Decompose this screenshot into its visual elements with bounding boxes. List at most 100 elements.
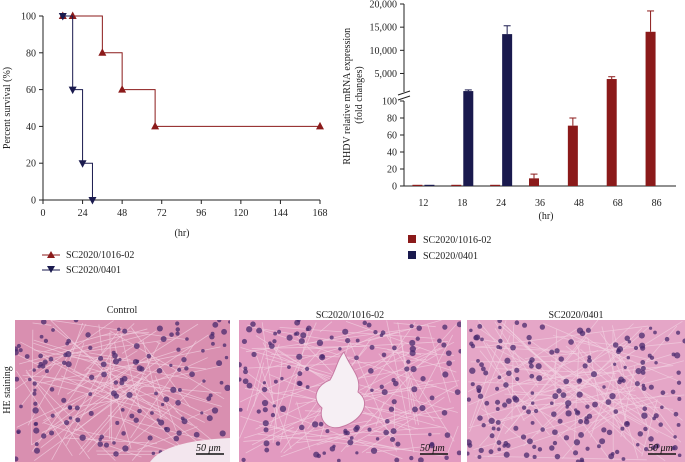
- cell-nucleus: [476, 384, 482, 391]
- cell-nucleus: [609, 393, 616, 400]
- cell-nucleus: [676, 423, 681, 427]
- tissue-texture: [345, 320, 438, 355]
- scale-bar-label: 50 μm: [648, 443, 673, 454]
- y-tick-label: 40: [26, 122, 36, 133]
- cell-nucleus: [623, 365, 627, 370]
- cell-nucleus: [133, 417, 139, 423]
- cell-nucleus: [605, 399, 612, 405]
- cell-nucleus: [349, 436, 354, 440]
- cell-nucleus: [121, 431, 126, 436]
- cell-nucleus: [211, 341, 215, 346]
- cell-nucleus: [243, 366, 248, 371]
- cell-nucleus: [170, 386, 177, 393]
- cell-nucleus: [122, 328, 128, 334]
- tissue-texture: [109, 332, 113, 443]
- cell-nucleus: [514, 320, 520, 326]
- cell-nucleus: [648, 326, 653, 330]
- tissue-texture: [269, 322, 317, 427]
- tissue-texture: [504, 336, 587, 435]
- cell-nucleus: [552, 429, 558, 436]
- cell-nucleus: [122, 445, 129, 452]
- cell-nucleus: [552, 393, 559, 400]
- cell-nucleus: [100, 361, 107, 368]
- tissue-texture: [569, 384, 642, 426]
- tissue-texture: [446, 425, 459, 457]
- cell-nucleus: [39, 334, 44, 339]
- cell-nucleus: [147, 435, 153, 441]
- cell-nucleus: [456, 321, 461, 328]
- tissue-texture: [109, 365, 221, 391]
- cell-nucleus: [674, 352, 681, 359]
- cell-nucleus: [532, 444, 537, 449]
- cell-nucleus: [458, 348, 461, 354]
- cell-nucleus: [411, 386, 418, 393]
- cell-nucleus: [209, 333, 215, 340]
- tissue-texture: [542, 322, 679, 382]
- cell-nucleus: [587, 355, 592, 360]
- cell-nucleus: [392, 345, 397, 351]
- cell-nucleus: [478, 447, 484, 454]
- cell-nucleus: [239, 361, 242, 368]
- y-tick-label: 0: [392, 182, 397, 193]
- cell-nucleus: [43, 338, 49, 344]
- tissue-texture: [475, 325, 666, 462]
- cell-nucleus: [353, 426, 359, 433]
- cell-nucleus: [601, 427, 607, 433]
- cell-nucleus: [370, 447, 378, 454]
- tissue-texture: [253, 362, 265, 407]
- tissue-texture: [415, 347, 441, 360]
- cell-nucleus: [276, 329, 282, 334]
- cell-nucleus: [563, 435, 570, 441]
- cell-nucleus: [441, 342, 447, 348]
- cell-nucleus: [549, 401, 554, 405]
- cell-nucleus: [296, 380, 303, 386]
- cell-nucleus: [177, 367, 182, 372]
- tissue-texture: [261, 322, 278, 430]
- legend-marker-series-a: [47, 251, 55, 258]
- cell-nucleus: [112, 441, 116, 445]
- axis-break-mark: [397, 90, 411, 96]
- survival-x-axis-label: (hr): [175, 228, 190, 239]
- cell-nucleus: [481, 423, 486, 428]
- cell-nucleus: [642, 406, 648, 412]
- cell-nucleus: [670, 389, 676, 395]
- cell-nucleus: [160, 336, 167, 342]
- cell-nucleus: [470, 382, 475, 387]
- white-space-area: [150, 438, 230, 462]
- cell-nucleus: [641, 412, 648, 419]
- cell-nucleus: [526, 334, 532, 341]
- cell-nucleus: [494, 399, 501, 405]
- tissue-texture: [375, 401, 385, 427]
- cell-nucleus: [506, 370, 512, 377]
- tissue-texture: [40, 346, 221, 384]
- cell-nucleus: [578, 432, 585, 438]
- bar-series-b: [424, 184, 435, 186]
- cell-nucleus: [495, 407, 500, 411]
- cell-nucleus: [273, 379, 278, 384]
- cell-nucleus: [163, 396, 170, 403]
- cell-nucleus: [419, 405, 426, 412]
- cell-nucleus: [549, 349, 555, 355]
- cell-nucleus: [33, 401, 38, 406]
- tissue-texture: [80, 375, 145, 450]
- cell-nucleus: [298, 424, 305, 431]
- cell-nucleus: [175, 331, 180, 336]
- bar-series-a: [451, 184, 462, 186]
- y-tick-label: 80: [26, 48, 36, 59]
- histology-image-sc2020-0401: 50 μm: [467, 320, 685, 462]
- cell-nucleus: [246, 326, 253, 333]
- cell-nucleus: [88, 345, 93, 350]
- bar-series-a: [567, 125, 578, 186]
- histology-section: HE staining Control SC2020/1016-02 SC202…: [2, 305, 685, 462]
- cell-nucleus: [660, 390, 666, 396]
- tissue-texture: [511, 324, 515, 421]
- bar-series-a: [529, 178, 539, 186]
- cell-nucleus: [306, 325, 312, 331]
- survival-point: [68, 86, 77, 95]
- tissue-texture: [142, 340, 162, 421]
- cell-nucleus: [573, 439, 581, 446]
- tissue-texture: [137, 426, 198, 451]
- cell-nucleus: [206, 396, 212, 402]
- cell-nucleus: [329, 335, 334, 340]
- cell-nucleus: [318, 421, 324, 427]
